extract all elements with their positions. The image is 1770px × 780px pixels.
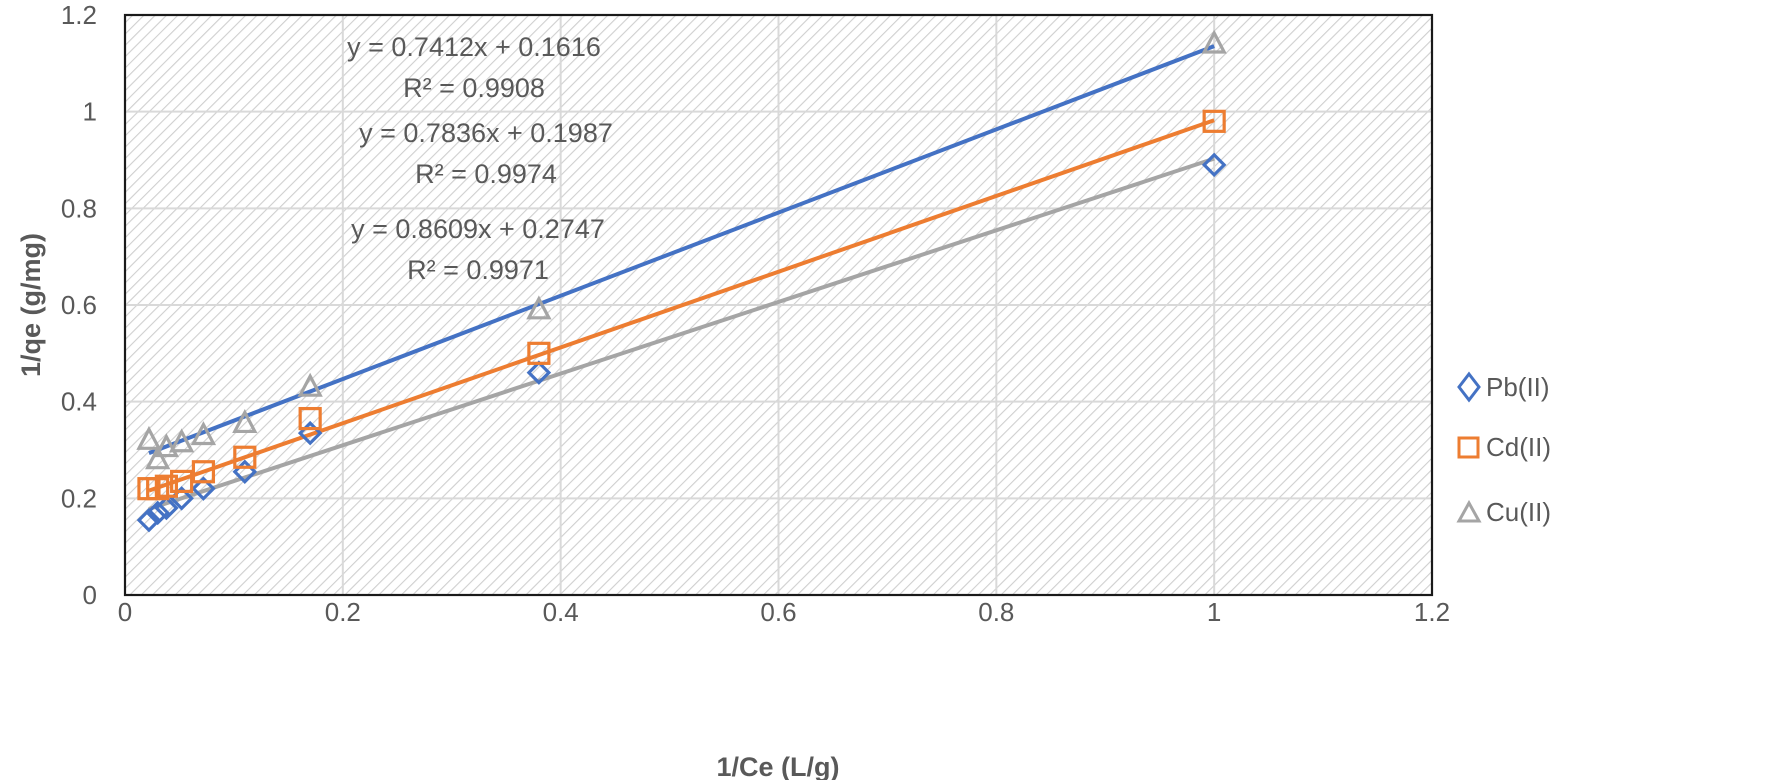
data-point-diamond (145, 500, 170, 526)
legend-marker-cu (1456, 499, 1482, 523)
data-point-square (298, 406, 322, 431)
data-point-square (233, 445, 257, 469)
x-tick-label: 0.2 (325, 597, 361, 627)
data-point-square (170, 469, 194, 494)
equation-cd: y = 0.7836x + 0.1987 (359, 118, 613, 148)
data-point-triangle (136, 425, 162, 450)
y-tick-label: 1 (83, 97, 97, 127)
legend: Pb(II) Cd(II) Cu(II) (1456, 371, 1551, 527)
legend-item-pb: Pb(II) (1457, 371, 1550, 403)
trendline-diamond (148, 44, 1215, 455)
y-tick-label: 0 (83, 580, 97, 610)
markers (136, 29, 1227, 533)
data-point-triangle (145, 445, 171, 470)
equation-pb: y = 0.8609x + 0.2747 (351, 214, 605, 244)
trendline-square (148, 118, 1215, 493)
x-tick-label: 1.2 (1414, 597, 1450, 627)
legend-marker-pb (1457, 371, 1481, 403)
x-tick-labels: 0 0.2 0.4 0.6 0.8 1 1.2 (118, 597, 1450, 627)
r2-cd: R² = 0.9974 (415, 159, 557, 189)
legend-item-cd: Cd(II) (1457, 432, 1551, 462)
plot-border (123, 13, 1434, 597)
trendline-triangle (148, 156, 1215, 511)
legend-label-cd: Cd(II) (1486, 432, 1551, 462)
data-point-diamond (1201, 152, 1227, 178)
data-point-triangle (297, 372, 323, 397)
x-tick-label: 0.6 (760, 597, 796, 627)
x-tick-label: 0 (118, 597, 132, 627)
x-tick-label: 1 (1207, 597, 1221, 627)
data-point-diamond (154, 495, 179, 521)
x-tick-label: 0.4 (543, 597, 579, 627)
data-point-triangle (153, 433, 180, 458)
y-tick-label: 0.8 (61, 193, 97, 223)
y-tick-label: 0.4 (61, 387, 97, 417)
legend-marker-cd (1457, 436, 1480, 459)
legend-item-cu: Cu(II) (1456, 497, 1551, 527)
r2-cu: R² = 0.9908 (403, 73, 545, 103)
x-axis-title: 1/Ce (L/g) (716, 752, 839, 780)
y-tick-label: 0.6 (61, 290, 97, 320)
y-tick-label: 1.2 (61, 0, 97, 30)
y-tick-labels: 0 0.2 0.4 0.6 0.8 1 1.2 (61, 0, 97, 610)
data-point-triangle (190, 421, 217, 446)
legend-label-cu: Cu(II) (1486, 497, 1551, 527)
data-point-triangle (526, 295, 552, 320)
data-point-square (154, 474, 178, 498)
data-point-diamond (526, 360, 552, 385)
y-tick-label: 0.2 (61, 483, 97, 513)
x-tick-label: 0.8 (978, 597, 1014, 627)
data-point-square (191, 460, 216, 484)
legend-label-pb: Pb(II) (1486, 372, 1550, 402)
trendlines (148, 44, 1215, 511)
data-point-triangle (168, 428, 195, 453)
y-axis-title: 1/qe (g/mg) (16, 233, 46, 377)
data-point-square (527, 341, 551, 365)
data-point-triangle (1201, 29, 1227, 54)
data-point-square (1202, 109, 1226, 133)
data-point-triangle (232, 408, 258, 434)
r2-pb: R² = 0.9971 (407, 255, 549, 285)
data-point-diamond (136, 507, 162, 533)
equation-cu: y = 0.7412x + 0.1616 (347, 32, 601, 62)
data-point-diamond (191, 476, 216, 501)
trendline-equations: y = 0.7412x + 0.1616 R² = 0.9908 y = 0.7… (347, 32, 613, 285)
